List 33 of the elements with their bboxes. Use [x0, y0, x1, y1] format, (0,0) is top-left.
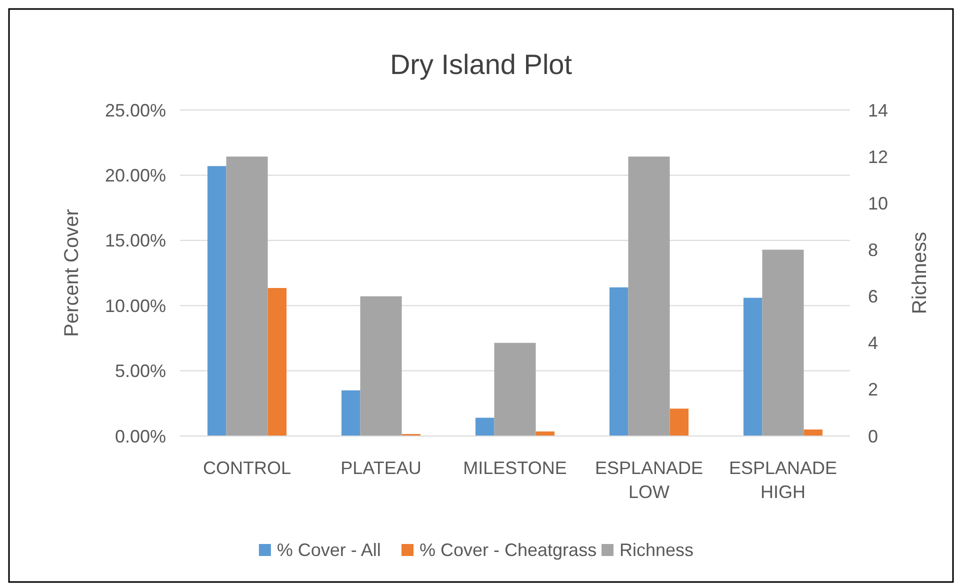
x-tick-label: MILESTONE: [463, 458, 567, 478]
legend-label: % Cover - Cheatgrass: [420, 540, 597, 560]
y2-axis-title: Richness: [909, 232, 931, 314]
bar: [804, 429, 823, 436]
y2-tick-label: 2: [868, 380, 878, 400]
x-tick-label: ESPLANADE HIGH: [728, 458, 838, 502]
x-tick-label: ESPLANADE LOW: [594, 458, 704, 502]
y-tick-label: 0.00%: [114, 426, 166, 446]
y2-tick-label: 0: [868, 426, 878, 446]
y2-tick-label: 12: [868, 146, 888, 167]
y2-tick-label: 8: [868, 240, 878, 260]
legend-label: % Cover - All: [276, 540, 381, 560]
bar: [360, 296, 402, 436]
bar: [670, 408, 689, 436]
y2-tick-label: 6: [868, 286, 878, 307]
y-tick-label: 15.00%: [104, 230, 166, 251]
legend-label: Richness: [620, 540, 694, 560]
y-tick-label: 20.00%: [104, 166, 166, 186]
y2-tick-label: 10: [868, 193, 888, 214]
bar: [475, 418, 494, 436]
y-tick-label: 10.00%: [104, 296, 166, 316]
bar: [268, 288, 287, 436]
x-tick-label: CONTROL: [202, 458, 292, 478]
bar: [341, 390, 360, 436]
bar: [494, 342, 536, 436]
y-axis-title: Percent Cover: [61, 208, 83, 337]
chart-title: Dry Island Plot: [390, 49, 572, 80]
y2-tick-label: 4: [868, 333, 878, 354]
x-tick-label: PLATEAU: [340, 458, 422, 478]
bar: [609, 287, 628, 436]
y-tick-label: 25.00%: [104, 100, 166, 120]
y-tick-label: 5.00%: [114, 361, 166, 382]
y2-tick-label: 14: [868, 100, 888, 120]
